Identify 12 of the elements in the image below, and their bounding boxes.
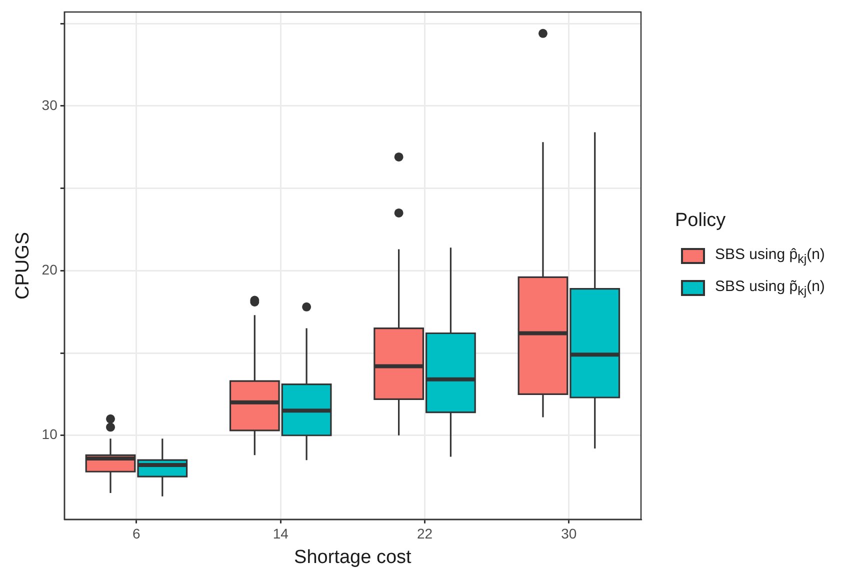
x-tick-label: 30: [561, 526, 577, 542]
x-tick-label: 6: [132, 526, 141, 542]
x-axis-title: Shortage cost: [294, 546, 412, 568]
x-tick-label: 14: [272, 526, 289, 542]
y-tick-label: 10: [42, 426, 58, 442]
y-tick-label: 20: [42, 262, 58, 278]
y-tick-label: 30: [42, 96, 58, 113]
legend-label: SBS using p̂$_{kj}$(n): [715, 246, 825, 266]
legend-label: SBS using p̃$_{kj}$(n): [715, 278, 825, 298]
y-axis-title: CPUGS: [12, 232, 34, 300]
x-tick-label: 22: [416, 526, 433, 542]
legend-title: Policy: [675, 210, 727, 232]
